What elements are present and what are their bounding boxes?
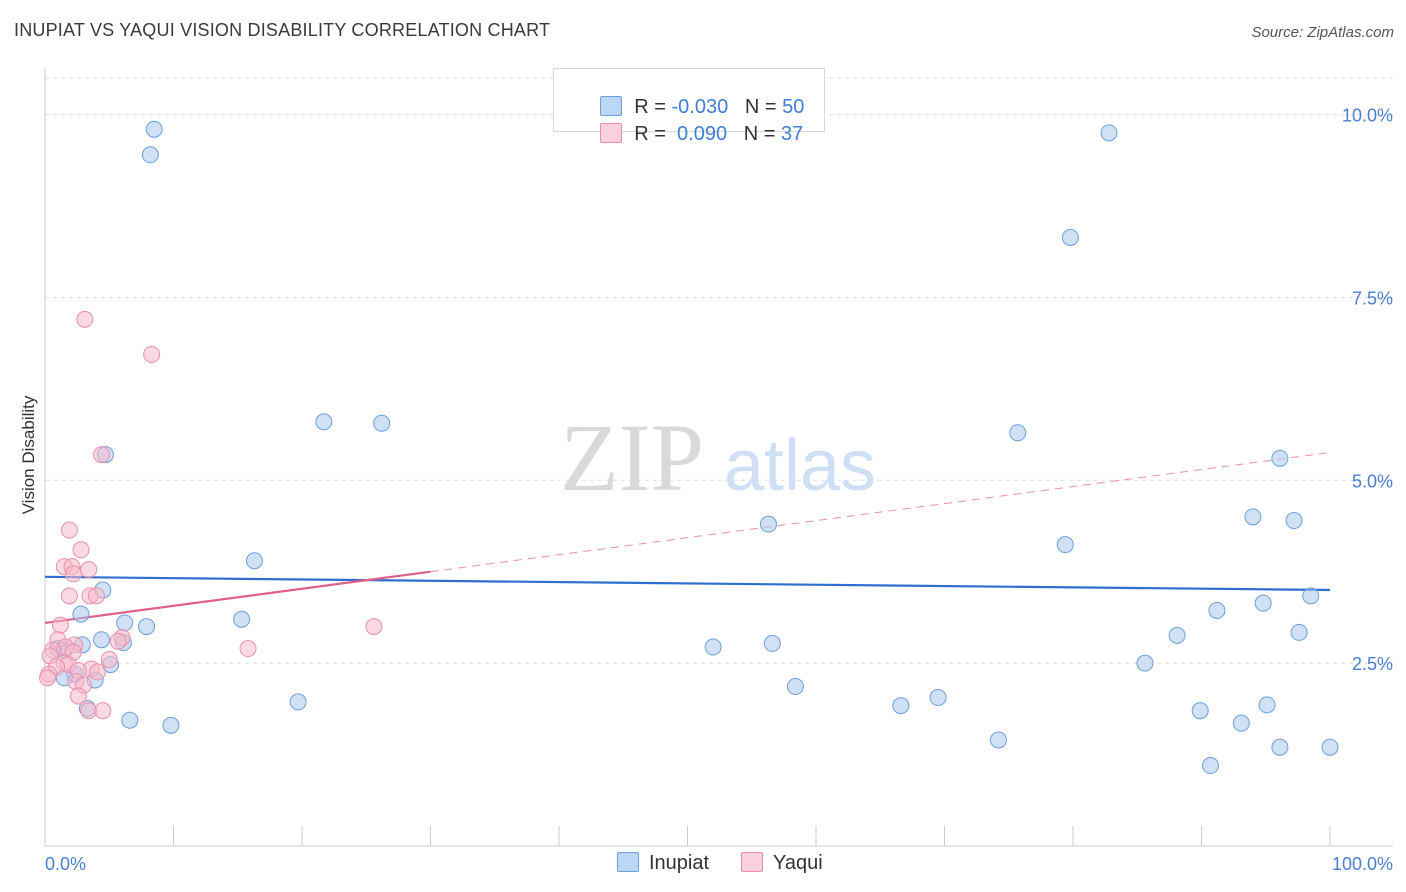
inupiat-point bbox=[245, 552, 263, 570]
legend-n-label: N = bbox=[743, 123, 782, 145]
y-tick-label: 7.5% bbox=[1352, 288, 1393, 308]
legend-n-label: N = bbox=[744, 96, 783, 118]
watermark-zip: ZIP bbox=[560, 404, 704, 511]
inupiat-point bbox=[786, 678, 804, 696]
bottom-legend-yaqui: Yaqui bbox=[741, 852, 823, 875]
yaqui-point bbox=[76, 310, 94, 328]
yaqui-point bbox=[93, 446, 111, 464]
inupiat-point bbox=[759, 515, 777, 533]
legend-swatch-inupiat bbox=[600, 96, 623, 116]
watermark: ZIP atlas bbox=[560, 404, 876, 511]
y-tick-label: 10.0% bbox=[1342, 106, 1393, 126]
inupiat-point bbox=[121, 711, 139, 729]
inupiat-point bbox=[763, 634, 781, 652]
yaqui-point bbox=[51, 616, 69, 634]
inupiat-point bbox=[373, 414, 391, 432]
bottom-legend-swatch-inupiat bbox=[617, 852, 639, 872]
inupiat-point bbox=[233, 610, 251, 628]
inupiat-point bbox=[1168, 626, 1186, 644]
legend-row-inupiat: R = -0.030 N = 50 bbox=[578, 73, 804, 118]
inupiat-point bbox=[892, 697, 910, 715]
yaqui-point bbox=[60, 521, 78, 539]
bottom-legend-inupiat: Inupiat bbox=[617, 852, 709, 875]
inupiat-point bbox=[116, 614, 134, 632]
yaqui-trend-line bbox=[44, 570, 431, 625]
legend-n-value: 37 bbox=[781, 123, 804, 145]
inupiat-point bbox=[1244, 508, 1262, 526]
bottom-legend-label-yaqui: Yaqui bbox=[773, 852, 823, 874]
inupiat-trend-line bbox=[44, 575, 1331, 592]
x-tick-label: 0.0% bbox=[45, 854, 86, 874]
yaqui-point bbox=[94, 702, 112, 720]
inupiat-point bbox=[138, 618, 156, 636]
inupiat-point bbox=[1232, 714, 1250, 732]
bottom-legend-swatch-yaqui bbox=[741, 852, 763, 872]
inupiat-point bbox=[1271, 738, 1289, 756]
yaqui-point bbox=[100, 650, 118, 668]
yaqui-point bbox=[87, 587, 105, 605]
yaqui-point bbox=[72, 541, 90, 559]
legend-r-value: 0.090 bbox=[671, 123, 728, 145]
yaqui-point bbox=[143, 345, 161, 363]
yaqui-point bbox=[64, 565, 82, 583]
yaqui-point bbox=[60, 587, 78, 605]
legend-r-label: R = bbox=[634, 96, 672, 118]
inupiat-point bbox=[1285, 512, 1303, 530]
axes bbox=[44, 68, 1393, 847]
yaqui-trend-line bbox=[430, 451, 1331, 573]
yaqui-point bbox=[39, 669, 57, 687]
yaqui-point bbox=[80, 561, 98, 579]
inupiat-point bbox=[1290, 623, 1308, 641]
inupiat-point bbox=[1321, 738, 1339, 756]
inupiat-point bbox=[1254, 594, 1272, 612]
inupiat-point bbox=[141, 146, 159, 164]
y-tick-label: 5.0% bbox=[1352, 471, 1393, 491]
axis-labels: 2.5% 5.0% 7.5% 10.0% 0.0% 100.0% Vision Disabi… bbox=[19, 106, 1393, 874]
inupiat-point bbox=[1302, 587, 1320, 605]
chart-title: INUPIAT VS YAQUI VISION DISABILITY CORRE… bbox=[14, 20, 551, 40]
inupiat-point bbox=[1061, 228, 1079, 246]
data-points bbox=[39, 120, 1339, 775]
legend-spacer bbox=[727, 123, 744, 145]
inupiat-point bbox=[1136, 654, 1154, 672]
stats-legend: R = -0.030 N = 50 R = 0.090 N = 37 bbox=[553, 68, 825, 145]
yaqui-point bbox=[365, 618, 383, 636]
watermark-atlas: atlas bbox=[724, 426, 876, 506]
gridlines bbox=[45, 77, 1393, 664]
inupiat-point bbox=[145, 120, 163, 138]
y-axis-label: Vision Disability bbox=[19, 395, 38, 514]
legend-n-value: 50 bbox=[782, 96, 805, 118]
inupiat-point bbox=[1201, 757, 1219, 775]
inupiat-point bbox=[989, 731, 1007, 749]
yaqui-point bbox=[89, 663, 107, 681]
inupiat-point bbox=[1258, 696, 1276, 714]
inupiat-point bbox=[1100, 124, 1118, 142]
inupiat-point bbox=[72, 605, 90, 623]
inupiat-point bbox=[289, 693, 307, 711]
inupiat-point bbox=[1271, 449, 1289, 467]
inupiat-point bbox=[315, 413, 333, 431]
inupiat-point bbox=[162, 716, 180, 734]
inupiat-point bbox=[1056, 536, 1074, 554]
legend-r-value: -0.030 bbox=[671, 96, 729, 118]
inupiat-point bbox=[1009, 424, 1027, 442]
bottom-legend-label-inupiat: Inupiat bbox=[649, 852, 710, 874]
trend-lines bbox=[44, 451, 1331, 625]
inupiat-point bbox=[929, 689, 947, 707]
legend-row-yaqui: R = 0.090 N = 37 bbox=[578, 100, 803, 145]
legend-r-label: R = bbox=[634, 123, 672, 145]
yaqui-point bbox=[109, 632, 127, 650]
inupiat-point bbox=[93, 631, 111, 649]
y-tick-label: 2.5% bbox=[1352, 654, 1393, 674]
inupiat-point bbox=[1191, 702, 1209, 720]
x-tick-label: 100.0% bbox=[1332, 854, 1393, 874]
source-label: Source: ZipAtlas.com bbox=[1251, 24, 1394, 41]
yaqui-point bbox=[69, 687, 87, 705]
inupiat-point bbox=[704, 638, 722, 656]
inupiat-point bbox=[1208, 601, 1226, 619]
yaqui-point bbox=[239, 640, 257, 658]
legend-swatch-yaqui bbox=[600, 123, 623, 143]
yaqui-point bbox=[80, 702, 98, 720]
